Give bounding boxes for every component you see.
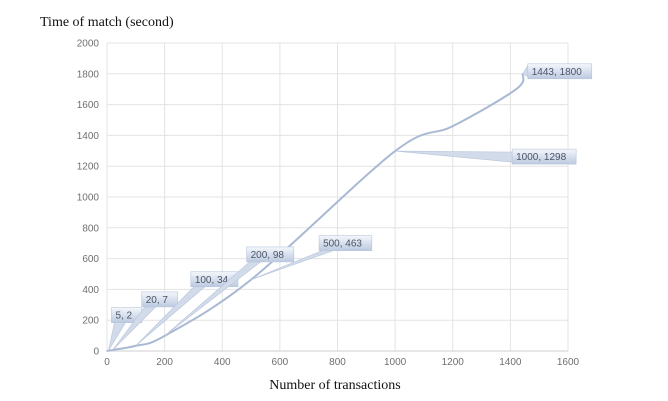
x-tick-label: 800 [329,357,346,368]
x-tick-label: 1200 [442,357,465,368]
x-tick-label: 1600 [557,357,580,368]
data-point [106,350,108,352]
y-tick-label: 200 [82,316,99,327]
data-label: 20, 7 [112,291,179,351]
y-tick-label: 2000 [77,39,100,50]
data-label-box [511,148,577,165]
data-label: 200, 98 [164,246,295,337]
data-label-box [246,246,295,263]
y-tick-label: 1600 [77,100,100,111]
data-label-pointer [395,150,513,163]
y-tick-label: 600 [82,254,99,265]
data-label-text: 5, 2 [115,311,132,322]
y-tick-label: 1200 [77,162,100,173]
data-label-text: 100, 34 [195,275,229,286]
data-label: 1443, 1800 [522,63,593,80]
x-tick-label: 0 [104,357,110,368]
data-label-box [527,63,593,80]
y-axis-label: Time of match (second) [40,15,174,30]
axes: 0 200 400 600 800 1000 1200 1400 1600 1800 2000 0 20… [77,39,580,369]
data-point [515,88,517,90]
data-point [451,125,454,127]
data-label-text: 200, 98 [251,250,285,261]
data-label-box [141,291,179,308]
data-label: 1000, 1298 [395,148,577,165]
y-tick-label: 0 [93,347,99,358]
data-label: 5, 2 [108,307,143,351]
y-tick-label: 800 [82,223,99,234]
data-label: 500, 463 [250,235,373,280]
x-tick-label: 1000 [384,357,407,368]
data-label-text: 1000, 1298 [516,152,566,163]
series [106,73,525,352]
data-label-text: 1443, 1800 [532,67,582,78]
data-label-text: 20, 7 [146,295,169,306]
data-labels: 5, 2 20, 7 100, 34 200, 98 500, 463 1000, 129… [108,63,593,351]
series-line [106,73,525,352]
x-tick-label: 600 [272,357,289,368]
x-tick-label: 1400 [499,357,522,368]
x-tick-label: 400 [214,357,231,368]
y-tick-label: 1000 [77,193,100,204]
y-tick-label: 400 [82,285,99,296]
x-tick-label: 200 [156,357,173,368]
y-tick-label: 1800 [77,69,100,80]
data-label-box [318,235,373,251]
x-axis-label: Number of transactions [269,378,400,393]
y-tick-label: 1400 [77,131,100,142]
data-label-text: 500, 463 [323,239,362,250]
grid [106,42,569,352]
